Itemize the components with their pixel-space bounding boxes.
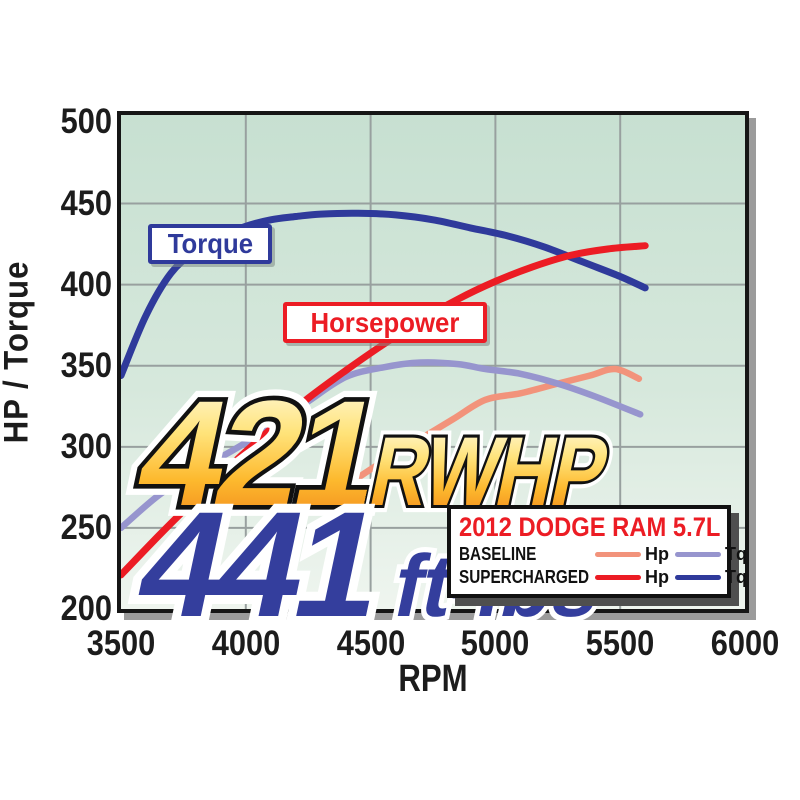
baseline-hp-swatch	[595, 551, 641, 557]
y-tick-label: 350	[60, 345, 112, 385]
x-tick-label: 4000	[211, 624, 281, 663]
supercharged-hp-swatch	[595, 574, 641, 580]
curve-baseline-tq	[121, 359, 644, 532]
gridlines	[121, 115, 745, 609]
plot-area	[117, 111, 749, 613]
x-tick-label: 5000	[461, 624, 530, 663]
x-tick-label: 4500	[336, 624, 405, 663]
legend-row-label: BASELINE	[459, 543, 537, 564]
legend-row-label: SUPERCHARGED	[459, 566, 590, 587]
y-tick-label: 300	[60, 426, 112, 466]
x-tick-label: 6000	[710, 624, 780, 663]
baseline-tq-label: Tq	[725, 543, 747, 564]
y-tick-label: 200	[60, 589, 112, 628]
y-axis-title: HP / Torque	[0, 260, 36, 444]
y-tick-label: 450	[60, 183, 112, 223]
y-tick-label: 250	[60, 507, 112, 547]
legend: 2012 DODGE RAM 5.7L BASELINE Hp Tq SUPER…	[447, 505, 747, 598]
supercharged-hp-label: Hp	[645, 566, 669, 587]
curve-baseline-hp	[185, 365, 643, 609]
chart-canvas	[121, 115, 745, 609]
supercharged-tq-swatch	[675, 574, 721, 580]
torque-callout-label: Torque	[167, 228, 253, 259]
y-tick-label: 400	[60, 264, 112, 304]
x-tick-label: 5500	[585, 624, 655, 663]
baseline-tq-swatch	[675, 551, 721, 557]
horsepower-callout: Horsepower	[283, 302, 487, 343]
torque-callout: Torque	[148, 224, 272, 264]
y-tick-label: 500	[60, 102, 112, 142]
supercharged-tq-label: Tq	[725, 566, 747, 587]
legend-title: 2012 DODGE RAM 5.7L	[459, 512, 721, 542]
horsepower-callout-label: Horsepower	[310, 306, 460, 338]
legend-row-supercharged: SUPERCHARGED Hp Tq	[459, 566, 747, 588]
curve-supercharged-hp	[121, 242, 649, 579]
x-tick-label: 3500	[86, 624, 156, 663]
x-axis-title: RPM	[398, 658, 468, 700]
baseline-hp-label: Hp	[645, 543, 669, 564]
legend-row-baseline: BASELINE Hp Tq	[459, 543, 747, 565]
